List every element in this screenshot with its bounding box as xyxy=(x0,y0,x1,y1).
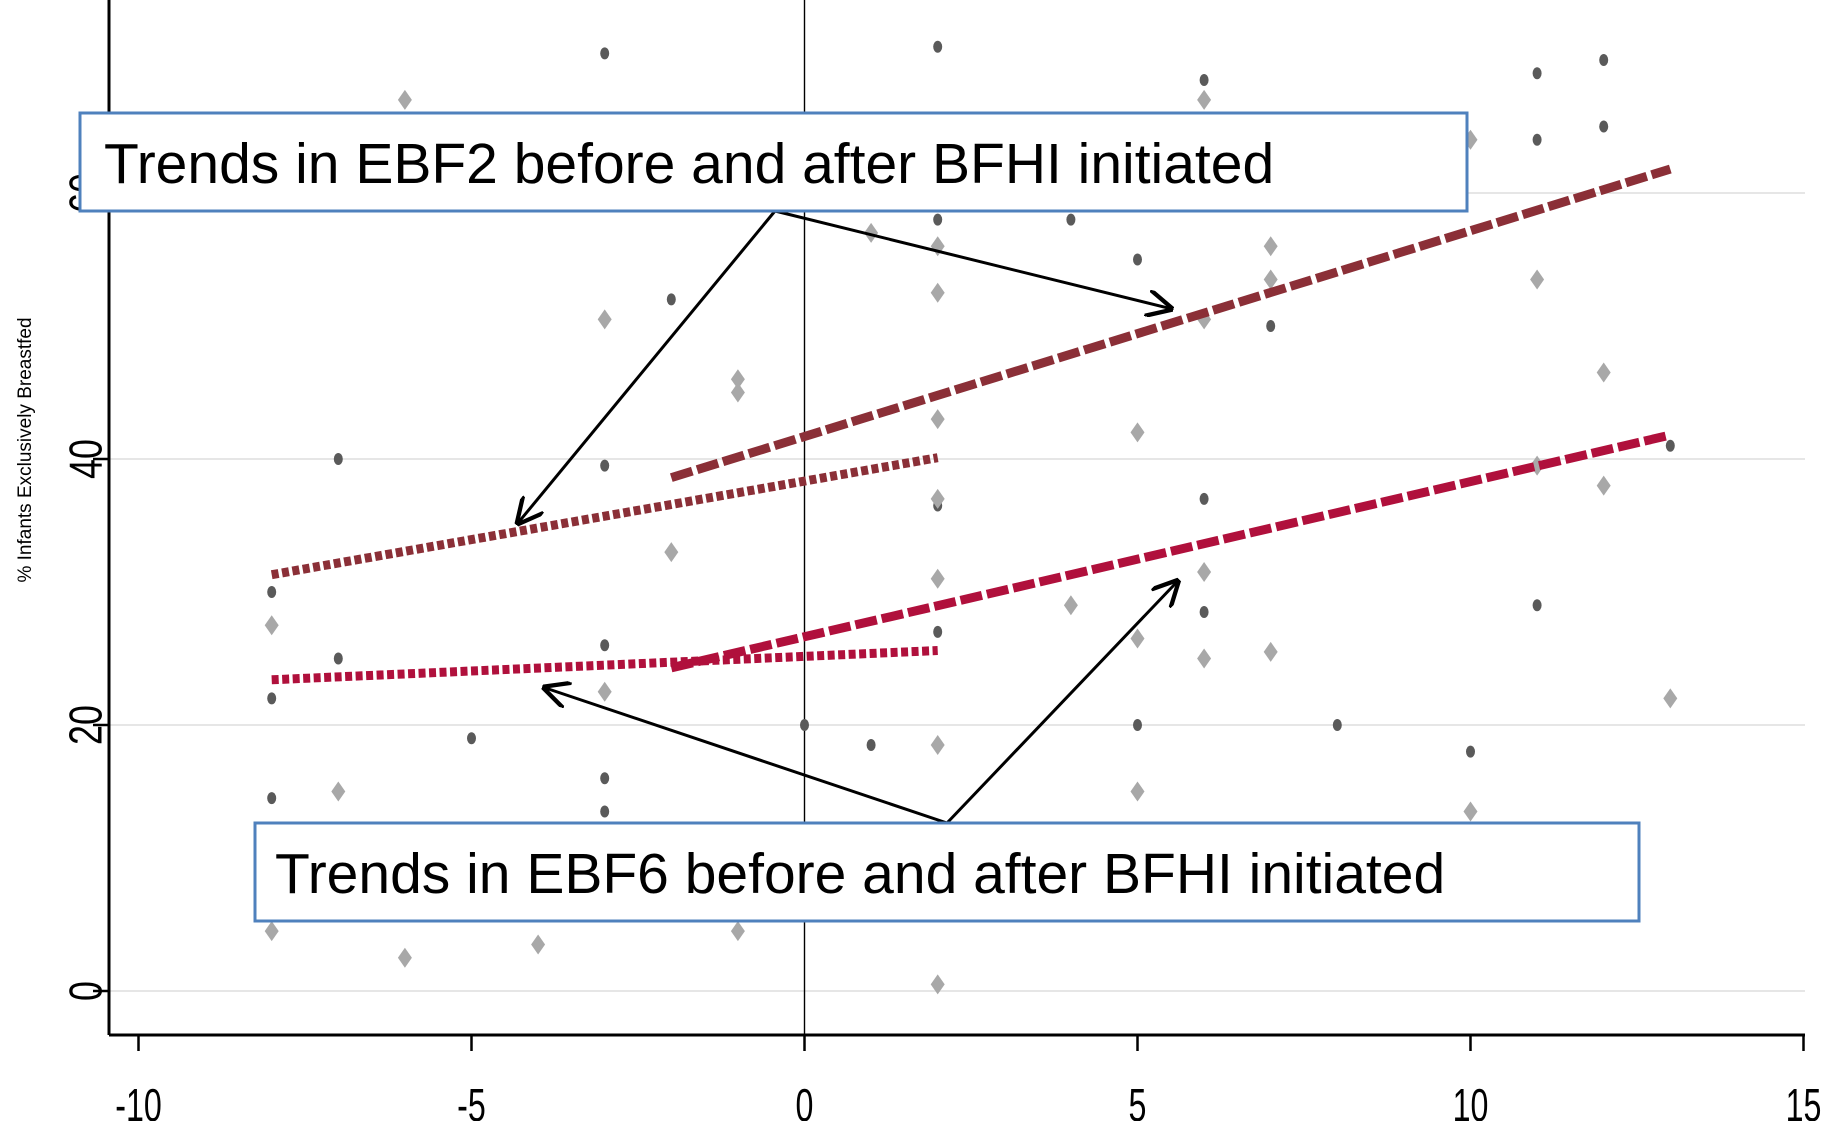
point-dot-27 xyxy=(1466,745,1475,758)
point-dot-7 xyxy=(600,459,610,472)
point-diamond-29 xyxy=(1263,269,1278,290)
point-diamond-35 xyxy=(1596,362,1611,383)
x-tick-label-1: -5 xyxy=(457,1080,486,1121)
point-dot-28 xyxy=(1532,67,1542,80)
point-diamond-23 xyxy=(1130,781,1145,802)
point-diamond-2 xyxy=(331,781,346,802)
point-dot-14 xyxy=(933,40,943,53)
x-tick-label-2: 0 xyxy=(796,1080,814,1121)
point-diamond-20 xyxy=(1063,595,1078,616)
point-dot-11 xyxy=(666,293,676,306)
point-dot-6 xyxy=(600,47,610,60)
trend-lines xyxy=(270,164,1672,685)
point-diamond-3 xyxy=(397,89,412,110)
point-dot-15 xyxy=(933,213,943,226)
annotation-arrow-ebf6-0 xyxy=(545,688,948,825)
point-diamond-36 xyxy=(1596,475,1611,496)
point-diamond-0 xyxy=(264,615,279,636)
annotation-arrow-ebf2-1 xyxy=(774,209,1171,309)
point-dot-32 xyxy=(1599,120,1609,133)
point-dot-5 xyxy=(467,732,476,745)
point-dot-9 xyxy=(600,772,610,785)
point-dot-24 xyxy=(1199,605,1209,618)
point-diamond-7 xyxy=(597,681,612,702)
point-dot-0 xyxy=(267,586,277,598)
point-dot-25 xyxy=(1266,320,1276,332)
point-diamond-19 xyxy=(930,974,945,995)
trend-line-dotted-4 xyxy=(271,646,938,685)
callout-box-ebf2 xyxy=(78,111,1469,213)
point-diamond-13 xyxy=(930,236,945,257)
annotation-callout-ebf2: Trends in EBF2 before and after BFHI ini… xyxy=(78,111,1469,213)
trend-line-dotted-2 xyxy=(270,453,939,580)
point-dot-2 xyxy=(267,792,277,805)
point-diamond-27 xyxy=(1197,648,1212,669)
point-diamond-28 xyxy=(1263,236,1278,257)
callout-text-ebf2: Trends in EBF2 before and after BFHI ini… xyxy=(104,132,1274,196)
point-dot-21 xyxy=(1133,719,1142,731)
point-diamond-10 xyxy=(730,382,745,403)
point-diamond-11 xyxy=(730,921,745,942)
point-dot-8 xyxy=(600,639,610,652)
point-dot-18 xyxy=(933,625,943,638)
y-axis-label: % Infants Exclusively Breastfed xyxy=(15,317,36,582)
point-dot-26 xyxy=(1332,719,1342,731)
point-diamond-24 xyxy=(1197,89,1212,110)
annotation-arrow-ebf6-1 xyxy=(945,581,1177,825)
point-diamond-30 xyxy=(1263,641,1278,662)
point-dot-13 xyxy=(866,738,876,751)
y-tick-label-1: 20 xyxy=(60,705,111,745)
point-diamond-4 xyxy=(397,947,412,968)
point-dot-1 xyxy=(267,692,277,705)
annotation-arrow-ebf2-0 xyxy=(518,210,777,523)
point-diamond-21 xyxy=(1130,422,1145,443)
point-diamond-14 xyxy=(930,282,945,303)
point-diamond-8 xyxy=(664,542,679,563)
point-diamond-5 xyxy=(531,934,546,955)
point-diamond-32 xyxy=(1463,801,1478,822)
x-tick-label-4: 10 xyxy=(1453,1080,1489,1121)
point-dot-33 xyxy=(1665,439,1675,452)
callout-text-ebf6: Trends in EBF6 before and after BFHI ini… xyxy=(275,842,1445,906)
point-diamond-22 xyxy=(1130,628,1145,649)
point-diamond-6 xyxy=(597,309,612,330)
point-dot-22 xyxy=(1199,73,1209,86)
point-dot-31 xyxy=(1599,54,1609,66)
x-tick-label-0: -10 xyxy=(115,1080,162,1121)
point-dot-30 xyxy=(1532,599,1542,612)
point-dot-23 xyxy=(1199,492,1209,505)
trend-line-dashed-3 xyxy=(669,164,1672,482)
point-diamond-12 xyxy=(864,222,879,243)
annotation-callout-ebf6: Trends in EBF6 before and after BFHI ini… xyxy=(253,821,1641,923)
tick-labels: -10-50510150204060 xyxy=(60,173,1821,1121)
point-diamond-1 xyxy=(264,921,279,942)
point-diamond-15 xyxy=(930,409,945,430)
point-dot-29 xyxy=(1532,133,1542,146)
point-diamond-9 xyxy=(730,369,745,390)
x-tick-label-3: 5 xyxy=(1129,1080,1147,1121)
point-diamond-37 xyxy=(1663,688,1678,709)
trend-line-dashed-5 xyxy=(670,430,1672,673)
point-dot-10 xyxy=(600,805,610,818)
point-dot-20 xyxy=(1133,253,1142,266)
point-dot-3 xyxy=(333,453,343,465)
y-tick-label-2: 40 xyxy=(60,439,111,479)
annotation-callouts: Trends in EBF2 before and after BFHI ini… xyxy=(78,111,1641,923)
callout-box-ebf6 xyxy=(253,821,1641,923)
point-dot-19 xyxy=(1066,213,1076,226)
point-diamond-17 xyxy=(930,568,945,589)
point-diamond-33 xyxy=(1530,269,1545,290)
point-diamond-18 xyxy=(930,734,945,755)
y-tick-label-0: 0 xyxy=(60,981,111,1001)
point-diamond-26 xyxy=(1197,562,1212,583)
point-dot-12 xyxy=(800,719,809,731)
point-dot-4 xyxy=(333,652,343,665)
point-diamond-16 xyxy=(930,488,945,509)
annotation-arrows xyxy=(518,209,1177,825)
x-tick-label-5: 15 xyxy=(1786,1080,1822,1121)
